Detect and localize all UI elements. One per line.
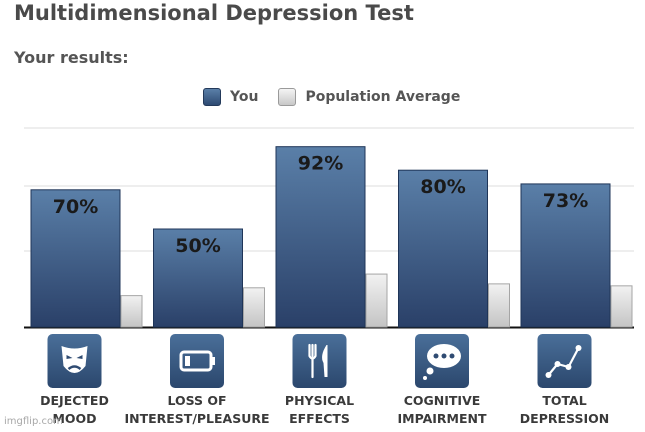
category-label: DEJECTED <box>40 393 109 408</box>
bar-population <box>365 273 388 328</box>
category-label: LOSS OF <box>167 393 226 408</box>
bar-population <box>243 287 265 328</box>
low-battery-icon <box>170 334 224 388</box>
category-label: IMPAIRMENT <box>397 411 486 426</box>
bar-you <box>153 228 243 328</box>
bar-population <box>120 295 143 328</box>
watermark: imgflip.com <box>4 416 63 427</box>
chart-legend: You Population Average <box>203 86 460 108</box>
category-label: COGNITIVE <box>404 393 481 408</box>
bar-you <box>520 183 611 328</box>
bar-value-label: 92% <box>298 153 343 175</box>
legend-you-label: You <box>230 89 259 105</box>
fork-knife-icon <box>292 334 347 388</box>
bar-population <box>610 285 633 328</box>
sad-mask-icon <box>47 334 102 388</box>
category-label: PHYSICAL <box>285 393 354 408</box>
category-label: EFFECTS <box>289 411 350 426</box>
legend-population-label: Population Average <box>305 89 461 105</box>
category-label: DEPRESSION <box>520 411 609 426</box>
legend-population-swatch <box>278 88 297 106</box>
bar-value-label: 50% <box>175 235 220 257</box>
bar-value-label: 70% <box>53 196 98 218</box>
results-heading: Your results: <box>14 48 129 67</box>
bar-you <box>30 189 121 328</box>
bar-you <box>398 169 488 328</box>
category-label: TOTAL <box>542 393 586 408</box>
page-title: Multidimensional Depression Test <box>14 1 414 25</box>
bar-you <box>275 146 366 328</box>
legend-you-swatch <box>203 88 221 106</box>
line-graph-icon <box>537 334 592 388</box>
bar-value-label: 73% <box>543 190 588 212</box>
bar-value-label: 80% <box>420 176 465 198</box>
bar-population <box>488 283 510 328</box>
category-label: MOOD <box>52 411 96 426</box>
category-label: INTEREST/PLEASURE <box>124 411 269 426</box>
thought-bubble-icon <box>415 334 469 388</box>
